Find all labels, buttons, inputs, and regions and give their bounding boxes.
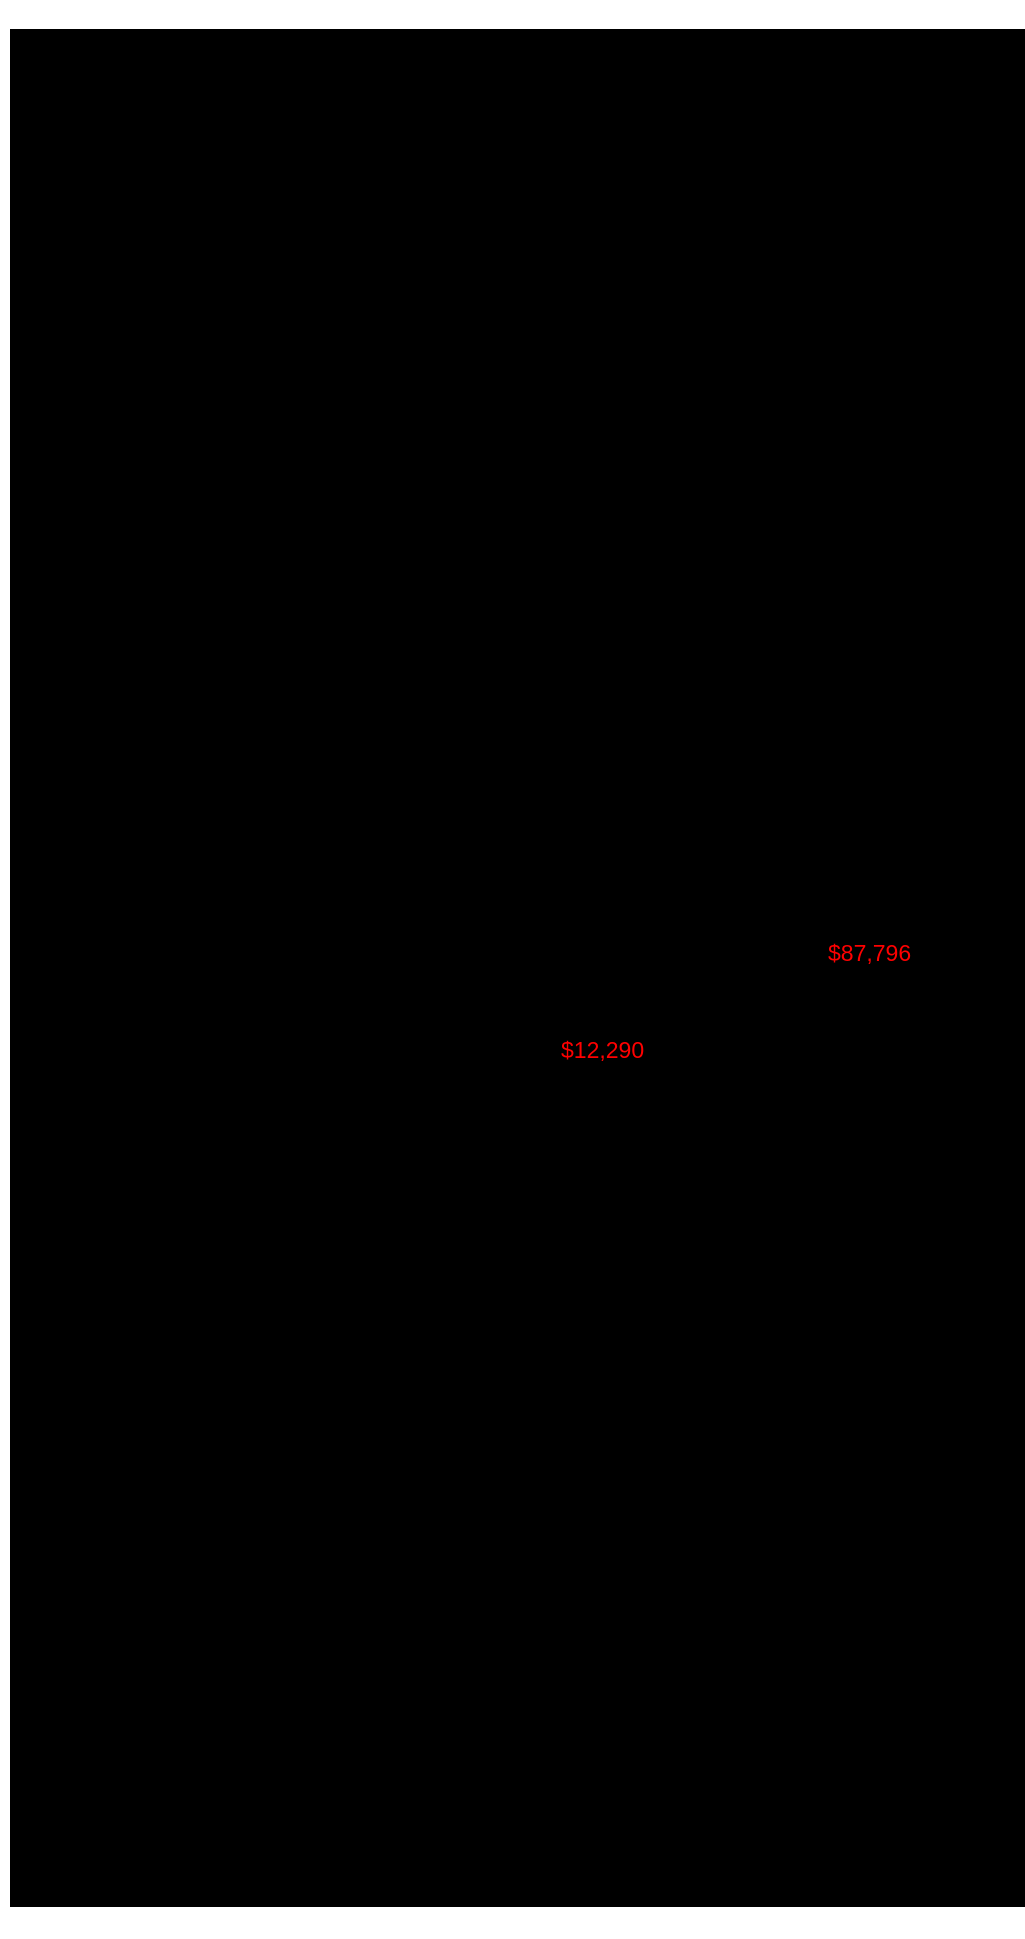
black-screen-region: $87,796 $12,290 xyxy=(10,29,1025,1907)
price-label-lower: $12,290 xyxy=(561,1037,645,1063)
price-label-upper: $87,796 xyxy=(828,940,912,966)
